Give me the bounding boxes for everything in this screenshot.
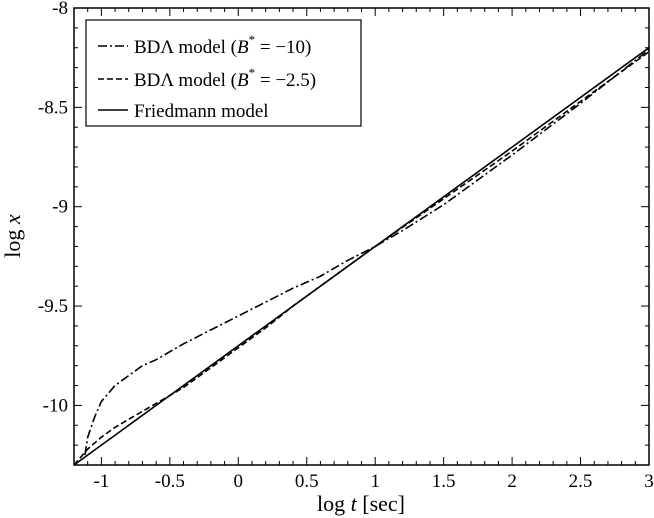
y-tick-label: -9.5 bbox=[38, 296, 68, 317]
x-axis-title-suffix: [sec] bbox=[357, 491, 405, 516]
legend-box bbox=[85, 19, 362, 127]
series-line-1 bbox=[84, 49, 649, 456]
legend: BDΛ model (B* = −10) BDΛ model (B* = −2.… bbox=[85, 19, 362, 127]
y-tick-label: -8.5 bbox=[38, 97, 68, 118]
x-axis-title-variable: t bbox=[351, 491, 358, 516]
y-tick-label: -9 bbox=[52, 197, 68, 218]
legend-label-series-2: BDΛ model (B* = −2.5) bbox=[134, 65, 316, 91]
x-tick-label: 1 bbox=[370, 471, 380, 492]
series-line-2 bbox=[74, 51, 649, 465]
y-axis-title: log x bbox=[0, 214, 25, 258]
x-tick-label: -1 bbox=[93, 471, 109, 492]
x-tick-label: 3 bbox=[644, 471, 654, 492]
series-line-3 bbox=[74, 47, 649, 465]
x-tick-label: 1.5 bbox=[432, 471, 456, 492]
y-axis-title-prefix: log bbox=[0, 224, 25, 258]
x-axis: -1 -0.5 0 0.5 1 1.5 2 2.5 3 bbox=[87, 8, 654, 492]
legend-label-series-1: BDΛ model (B* = −10) bbox=[134, 32, 311, 58]
legend-label-series-3: Friedmann model bbox=[134, 101, 269, 122]
y-tick-label: -8 bbox=[52, 0, 68, 19]
y-axis-title-variable: x bbox=[0, 214, 25, 225]
x-axis-title: log t [sec] bbox=[317, 491, 405, 516]
x-tick-label: 0 bbox=[234, 471, 244, 492]
series-layer bbox=[74, 47, 649, 465]
x-tick-label: 2.5 bbox=[569, 471, 593, 492]
x-tick-label: 0.5 bbox=[295, 471, 319, 492]
y-axis: -8 -8.5 -9 -9.5 -10 bbox=[38, 0, 649, 466]
x-tick-label: -0.5 bbox=[155, 471, 185, 492]
x-tick-label: 2 bbox=[507, 471, 517, 492]
y-tick-label: -10 bbox=[43, 395, 68, 416]
x-axis-title-prefix: log bbox=[317, 491, 351, 516]
